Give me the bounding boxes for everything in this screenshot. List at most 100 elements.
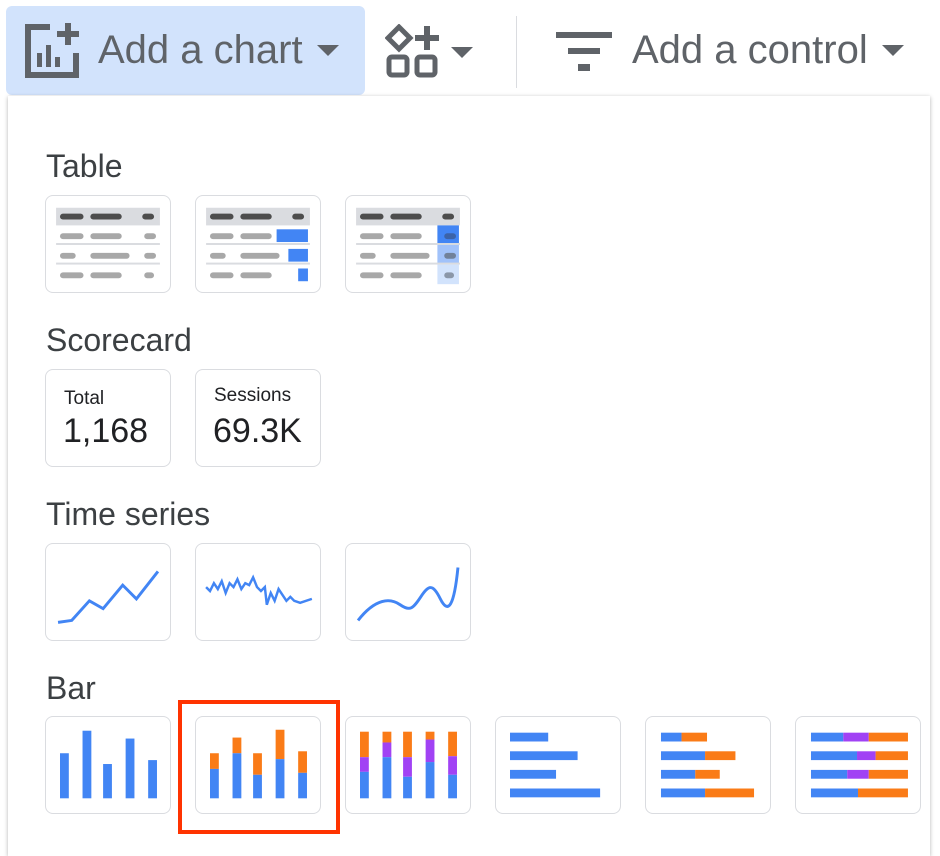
series-line [356, 567, 460, 622]
bar-segment [843, 732, 869, 742]
cell-pill [210, 233, 234, 240]
cell-pill [390, 272, 422, 279]
bar-segment [253, 774, 262, 799]
bar-segment [660, 732, 682, 742]
chevron-down-icon [881, 45, 904, 56]
bar-segment [425, 731, 435, 740]
scorecard-label: Sessions [214, 385, 292, 406]
bar-segment [705, 751, 736, 761]
chart-option-100-stacked-bar[interactable] [795, 716, 921, 814]
chart-option-column[interactable] [45, 716, 171, 814]
bar-segment [382, 742, 392, 758]
bar-segment [298, 751, 307, 773]
bar [510, 751, 578, 761]
bar-segment [695, 769, 720, 779]
cell-pill [90, 252, 130, 259]
row-divider [356, 243, 460, 245]
cell-pill [90, 233, 122, 240]
cell-pill [360, 272, 384, 279]
table-bar [298, 268, 308, 282]
bar-segment [298, 772, 307, 799]
table-bar [276, 229, 308, 243]
chart-option-scorecard[interactable]: Total 1,168 [45, 369, 171, 467]
bar-segment [810, 732, 844, 742]
bar [148, 760, 157, 799]
cell-pill [60, 272, 84, 279]
chart-option-table[interactable] [45, 195, 171, 293]
bar-segment [660, 751, 706, 761]
bar [510, 732, 549, 742]
scorecard-value: 69.3K [213, 412, 302, 450]
add-chart-label: Add a chart [98, 28, 303, 72]
bar-segment [232, 737, 242, 754]
cell-pill [444, 233, 456, 240]
cell-pill [390, 252, 430, 259]
cell-pill [90, 272, 122, 279]
bar-segment [425, 739, 435, 763]
bar-segment [875, 751, 908, 761]
cell-pill [144, 252, 156, 259]
header-pill [60, 213, 84, 220]
chart-option-sparkline[interactable] [195, 543, 321, 641]
add-chart-icon [25, 22, 79, 78]
cell-pill [144, 272, 155, 279]
selection-highlight [178, 700, 340, 834]
chart-option-smoothed-time-series[interactable] [345, 543, 471, 641]
bar-segment [660, 788, 706, 798]
bar-segment [360, 757, 369, 772]
cell-pill [360, 252, 376, 259]
bar-segment [858, 788, 908, 798]
add-chart-button[interactable]: Add a chart [6, 6, 365, 95]
bar-segment [857, 751, 876, 761]
row-divider [56, 262, 160, 265]
chart-option-scorecard-compact[interactable]: Sessions 69.3K [195, 369, 321, 467]
bar-segment [448, 731, 457, 757]
row-divider [206, 243, 310, 245]
chart-option-table-bars[interactable] [195, 195, 321, 293]
chart-option-time-series[interactable] [45, 543, 171, 641]
bar [510, 769, 557, 779]
bar [60, 753, 69, 799]
bar [510, 788, 601, 798]
bar-segment [360, 771, 369, 799]
add-control-label: Add a control [632, 28, 868, 72]
series-line [57, 570, 160, 624]
scorecard-label: Total [64, 388, 105, 409]
bar-segment [253, 753, 262, 775]
bar-segment [360, 731, 369, 758]
table-bar [288, 248, 308, 262]
bar-segment [403, 757, 412, 777]
bar-segment [705, 788, 755, 798]
add-control-button[interactable]: Add a control [556, 28, 904, 73]
chart-option-stacked-column[interactable] [195, 716, 321, 814]
cell-pill [240, 272, 272, 279]
add-component-button[interactable] [385, 24, 473, 80]
cell-pill [60, 252, 76, 259]
header-pill [442, 213, 455, 220]
chart-option-100-stacked-column[interactable] [345, 716, 471, 814]
header-pill [240, 213, 272, 220]
chart-option-stacked-bar[interactable] [645, 716, 771, 814]
chart-option-table-heatmap[interactable] [345, 195, 471, 293]
row-divider [206, 262, 310, 265]
bar-segment [382, 757, 392, 799]
bar-segment [232, 753, 242, 799]
cell-pill [390, 233, 422, 240]
bar-segment [425, 762, 435, 799]
section-title-table: Table [46, 148, 123, 184]
bar-segment [382, 731, 392, 743]
row-divider [56, 243, 160, 245]
cell-pill [360, 233, 384, 240]
header-pill [90, 213, 122, 220]
header-pill [142, 213, 155, 220]
bar-segment [681, 732, 708, 742]
bar-segment [210, 768, 219, 799]
header-pill [390, 213, 422, 220]
bar-segment [868, 732, 908, 742]
bar-segment [810, 769, 848, 779]
add-component-icon [385, 24, 439, 78]
chart-option-bar[interactable] [495, 716, 621, 814]
bar-segment [810, 751, 858, 761]
cell-pill [240, 233, 272, 240]
section-title-scorecard: Scorecard [46, 322, 192, 358]
